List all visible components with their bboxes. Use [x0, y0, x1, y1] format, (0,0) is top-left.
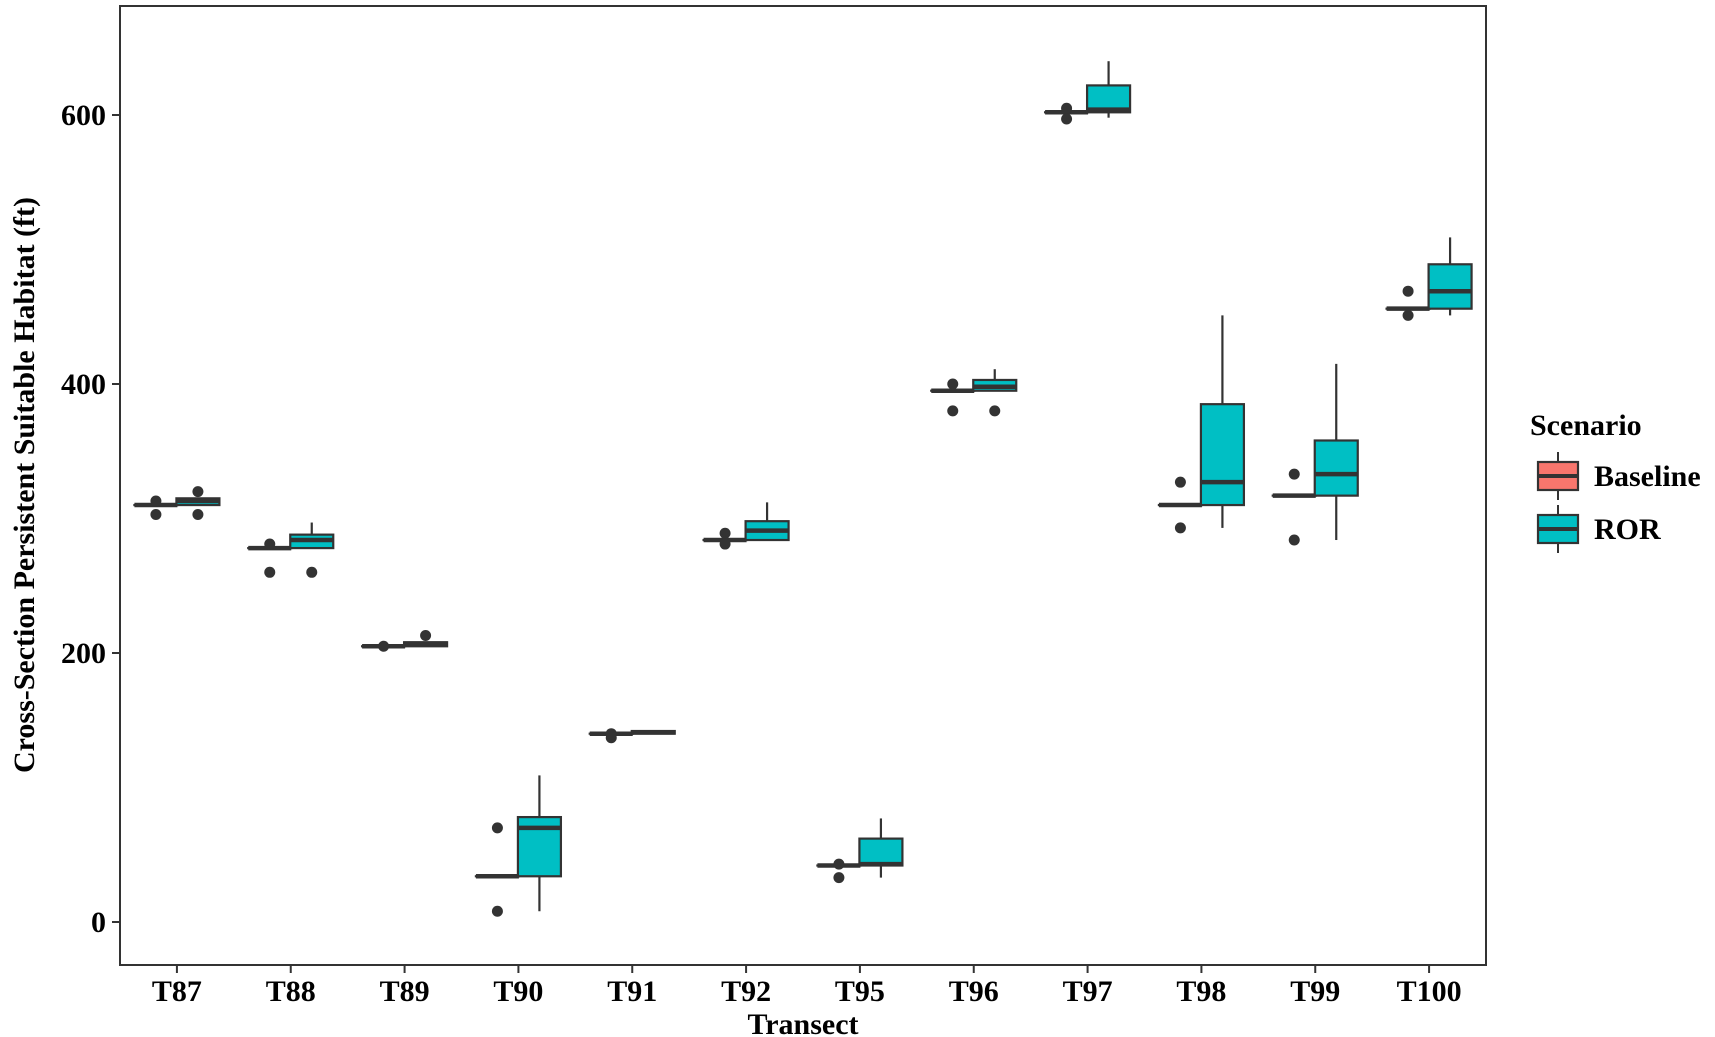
- x-tick-label: T90: [493, 975, 543, 1008]
- y-tick-label: 200: [61, 637, 106, 670]
- outlier-point: [420, 630, 432, 642]
- outlier-point: [1402, 309, 1414, 321]
- outlier-point: [833, 872, 845, 884]
- outlier-point: [1061, 102, 1073, 114]
- box-ror-t98: [1199, 315, 1246, 528]
- box-ror-t92: [744, 502, 790, 542]
- box-ror-t87: [175, 486, 221, 520]
- outlier-point: [947, 405, 959, 417]
- outlier-point: [719, 527, 731, 539]
- box-iqr: [858, 837, 904, 867]
- legend-label: ROR: [1594, 513, 1661, 546]
- outlier-point: [989, 405, 1001, 417]
- box-layer: [133, 61, 1473, 917]
- x-tick-label: T87: [152, 975, 202, 1008]
- outlier-point: [378, 640, 390, 652]
- box-iqr: [1313, 439, 1359, 497]
- y-axis: 0 200 400 600: [61, 99, 120, 939]
- box-baseline-t95: [816, 858, 862, 884]
- legend: Scenario Baseline ROR: [1530, 409, 1701, 553]
- x-tick-label: T100: [1397, 975, 1462, 1008]
- box-ror-t99: [1313, 363, 1359, 541]
- outlier-point: [491, 822, 503, 834]
- plot-panel: [119, 5, 1487, 966]
- box-iqr: [1199, 403, 1246, 507]
- outlier-point: [719, 538, 731, 550]
- outlier-point: [1402, 285, 1414, 297]
- outlier-point: [150, 508, 162, 520]
- outlier-point: [491, 905, 503, 917]
- box-ror-t100: [1427, 237, 1473, 316]
- x-tick-label: T88: [266, 975, 316, 1008]
- box-ror-t91: [630, 729, 676, 735]
- x-axis-title: Transect: [747, 1008, 858, 1037]
- outlier-point: [947, 378, 959, 390]
- legend-item-ror: ROR: [1536, 505, 1661, 553]
- box-ror-t96: [972, 369, 1018, 417]
- box-ror-t90: [516, 775, 563, 912]
- legend-entries: Baseline ROR: [1536, 452, 1701, 553]
- y-axis-title: Cross-Section Persistent Suitable Habita…: [8, 197, 41, 773]
- y-tick-label: 400: [61, 368, 106, 401]
- x-tick-label: T96: [949, 975, 999, 1008]
- x-tick-label: T97: [1063, 975, 1113, 1008]
- legend-label: Baseline: [1594, 460, 1701, 493]
- x-tick-label: T98: [1176, 975, 1226, 1008]
- outlier-point: [1288, 468, 1300, 480]
- outlier-point: [192, 508, 204, 520]
- outlier-point: [605, 728, 617, 740]
- outlier-point: [306, 566, 318, 578]
- box-ror-t97: [1085, 61, 1132, 118]
- outlier-point: [833, 858, 845, 870]
- outlier-point: [264, 566, 276, 578]
- box-ror-t89: [402, 630, 449, 648]
- outlier-point: [264, 538, 276, 550]
- outlier-point: [1061, 113, 1073, 125]
- legend-title: Scenario: [1530, 409, 1642, 442]
- x-tick-label: T95: [835, 975, 885, 1008]
- legend-item-baseline: Baseline: [1536, 452, 1701, 500]
- x-tick-label: T99: [1290, 975, 1340, 1008]
- y-tick-label: 600: [61, 99, 106, 132]
- x-axis: T87 T88 T89 T90 T91 T92 T95 T96 T97 T98 T99 T100: [152, 965, 1462, 1008]
- x-tick-label: T89: [380, 975, 430, 1008]
- outlier-point: [1174, 522, 1186, 534]
- box-ror-t95: [858, 818, 904, 878]
- x-tick-label: T91: [607, 975, 657, 1008]
- box-baseline-t96: [930, 378, 976, 417]
- outlier-point: [150, 495, 162, 507]
- outlier-point: [192, 486, 204, 498]
- box-ror-t88: [289, 522, 335, 578]
- y-tick-label: 0: [91, 906, 106, 939]
- outlier-point: [1288, 534, 1300, 546]
- box-baseline-t99: [1271, 468, 1317, 546]
- outlier-point: [1174, 476, 1186, 488]
- x-tick-label: T92: [721, 975, 771, 1008]
- box-iqr: [1427, 263, 1473, 310]
- box-baseline-t87: [133, 495, 179, 520]
